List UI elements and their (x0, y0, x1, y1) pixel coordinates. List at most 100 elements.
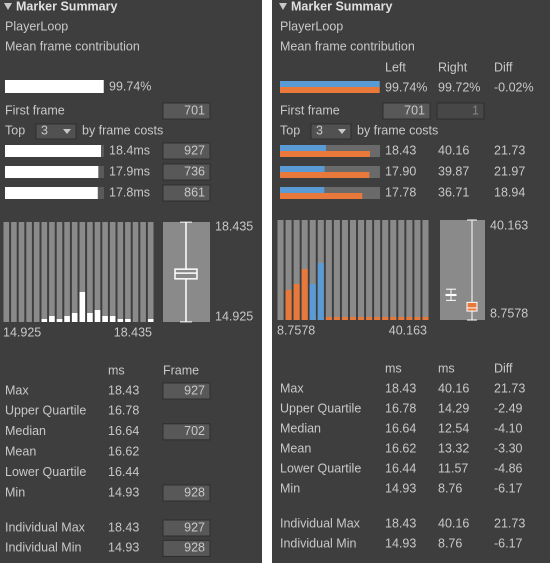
field-box[interactable] (382, 102, 431, 120)
stat-value: 16.62 (108, 444, 139, 458)
histogram-bar (325, 317, 332, 320)
histogram-column (406, 220, 413, 320)
frame-bar-left (280, 187, 325, 193)
histogram-bar (147, 319, 154, 322)
dropdown-value: 3 (316, 123, 323, 137)
frame-time: 18.43 (385, 143, 416, 157)
stat-diff: 21.73 (494, 516, 525, 530)
dropdown-value: 3 (41, 123, 48, 137)
frame-number: 927 (184, 143, 205, 157)
frame-bar-left (280, 145, 326, 151)
field-box[interactable] (162, 142, 211, 160)
histogram-column (71, 222, 78, 322)
quartile-box (466, 301, 478, 312)
histogram-column (56, 222, 63, 322)
section-label: Mean frame contribution (280, 39, 415, 53)
frame-bar-right (280, 193, 363, 199)
field-label: by frame costs (82, 123, 163, 137)
column-header: Diff (494, 361, 513, 375)
stat-value: 14.93 (385, 536, 416, 550)
stat-value: 13.32 (438, 441, 469, 455)
column-header: Left (385, 60, 406, 74)
field-label: First frame (280, 103, 340, 117)
histogram-bar (414, 317, 421, 320)
histogram-column (325, 220, 332, 320)
field-label: First frame (5, 103, 65, 117)
frame-bar (5, 145, 101, 157)
histogram-column (125, 222, 131, 322)
boxplot-min: 14.925 (215, 309, 253, 323)
field-box[interactable] (162, 102, 211, 120)
histogram-min: 14.925 (3, 325, 41, 339)
histogram-max: 40.163 (389, 323, 427, 337)
stat-value: 18.43 (385, 516, 416, 530)
stat-value: 14.29 (438, 401, 469, 415)
marker-name: PlayerLoop (280, 19, 343, 33)
frame-bar (5, 187, 98, 199)
histogram-column (293, 220, 300, 320)
field-box[interactable] (162, 539, 211, 557)
column-header: ms (108, 363, 125, 377)
histogram-bar (71, 313, 78, 322)
histogram-column (79, 222, 86, 322)
field-box[interactable] (162, 382, 211, 400)
field-box[interactable] (162, 423, 211, 441)
stat-value: 14.93 (385, 481, 416, 495)
histogram-bar (79, 292, 86, 322)
field-box[interactable] (162, 163, 211, 181)
histogram-bar (382, 317, 389, 320)
field-box[interactable] (162, 184, 211, 202)
histogram-column (3, 222, 10, 322)
histogram-column (33, 222, 40, 322)
contribution-bar (5, 80, 104, 93)
contribution-value: 99.74% (109, 79, 151, 93)
histogram-column (102, 222, 108, 322)
dropdown[interactable] (310, 123, 352, 140)
field-box[interactable] (162, 519, 211, 537)
dropdown[interactable] (35, 123, 77, 140)
stat-diff: -6.17 (494, 536, 523, 550)
frame-time: 17.90 (385, 164, 416, 178)
histogram-bar (349, 317, 357, 320)
histogram-column (382, 220, 389, 320)
contribution-value: 99.74% (385, 80, 427, 94)
stat-value: 12.54 (438, 421, 469, 435)
histogram-column (309, 220, 316, 320)
histogram-bar (102, 316, 108, 322)
stat-value: 16.64 (108, 424, 139, 438)
histogram-column (414, 220, 421, 320)
histogram-column (333, 220, 340, 320)
frame-bar-left (280, 166, 325, 172)
histogram-bar (422, 317, 429, 320)
histogram-column (349, 220, 357, 320)
stat-label: Upper Quartile (280, 401, 361, 415)
stat-frame: 927 (184, 520, 205, 534)
foldout-arrow[interactable] (279, 3, 287, 10)
histogram-column (132, 222, 139, 322)
stat-diff: -4.10 (494, 421, 523, 435)
histogram-column (285, 220, 292, 320)
column-header: Right (438, 60, 468, 74)
marker-name: PlayerLoop (5, 19, 68, 33)
histogram-column (117, 222, 124, 322)
stat-value: 18.43 (108, 383, 139, 397)
histogram-min: 8.7578 (277, 323, 315, 337)
histogram-bar (94, 310, 101, 322)
dropdown-arrow (63, 129, 71, 134)
quartile-box (174, 268, 198, 280)
contribution-diff: -0.02% (494, 80, 534, 94)
field-box[interactable] (436, 102, 485, 120)
field-box[interactable] (162, 484, 211, 502)
frame-time: 39.87 (438, 164, 469, 178)
histogram-bar (333, 317, 340, 320)
stat-label: Mean (280, 441, 311, 455)
frame-number: 736 (184, 164, 205, 178)
frame-time: 17.78 (385, 185, 416, 199)
stat-label: Median (5, 424, 46, 438)
foldout-arrow[interactable] (4, 3, 12, 10)
stat-frame: 928 (184, 541, 205, 555)
histogram-bar (285, 290, 292, 320)
histogram-column (49, 222, 55, 322)
